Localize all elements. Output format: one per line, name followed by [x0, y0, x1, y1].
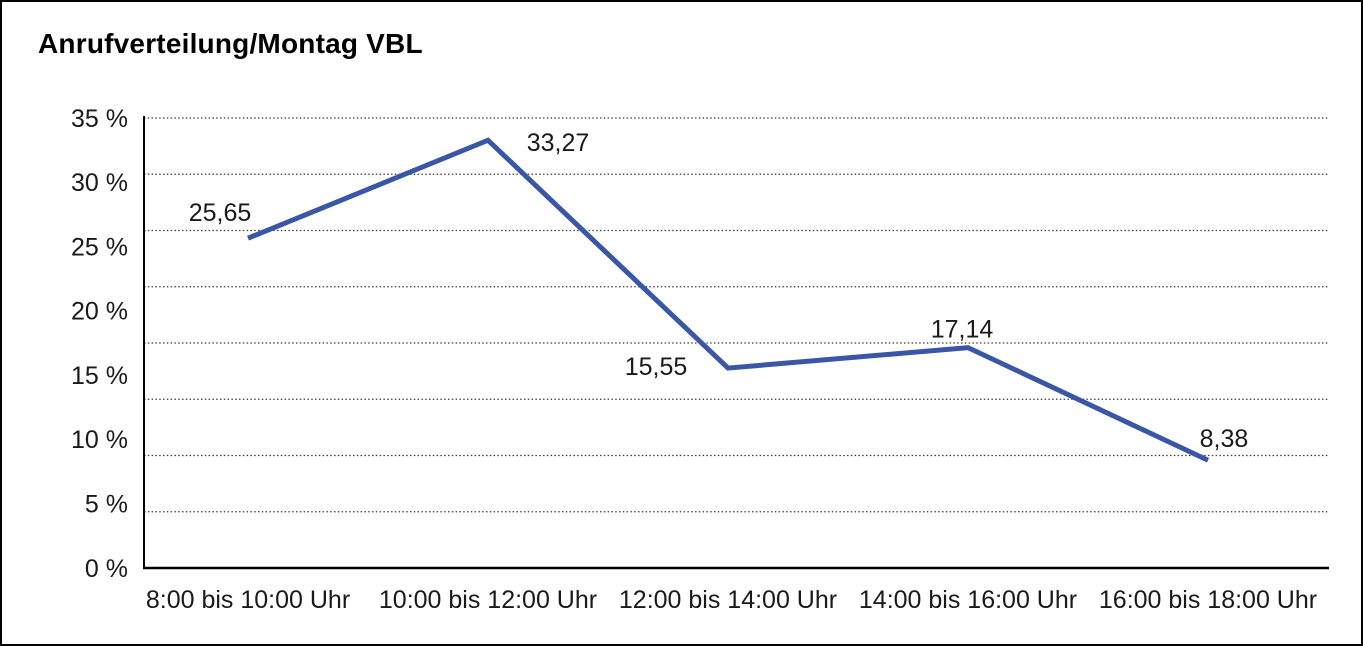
y-tick-label: 35 %	[71, 105, 128, 133]
x-axis-label: 8:00 bis 10:00 Uhr	[146, 586, 350, 614]
y-tick-label: 5 %	[85, 490, 128, 518]
x-axis-label: 12:00 bis 14:00 Uhr	[619, 586, 837, 614]
data-point-label: 33,27	[527, 129, 590, 157]
data-line	[247, 137, 1210, 463]
x-axis-label: 16:00 bis 18:00 Uhr	[1099, 586, 1317, 614]
y-tick-label: 0 %	[85, 555, 128, 583]
data-point-label: 8,38	[1200, 425, 1249, 453]
y-tick-label: 10 %	[71, 426, 128, 454]
y-tick-label: 25 %	[71, 233, 128, 261]
y-tick-label: 15 %	[71, 362, 128, 390]
x-axis-label: 14:00 bis 16:00 Uhr	[859, 586, 1077, 614]
data-point-label: 25,65	[189, 199, 252, 227]
x-axis-label: 10:00 bis 12:00 Uhr	[379, 586, 597, 614]
data-point-label: 15,55	[625, 353, 688, 381]
data-point-label: 17,14	[931, 315, 994, 343]
y-tick-label: 20 %	[71, 298, 128, 326]
chart-title: Anrufverteilung/Montag VBL	[38, 28, 423, 59]
y-tick-label: 30 %	[71, 169, 128, 197]
